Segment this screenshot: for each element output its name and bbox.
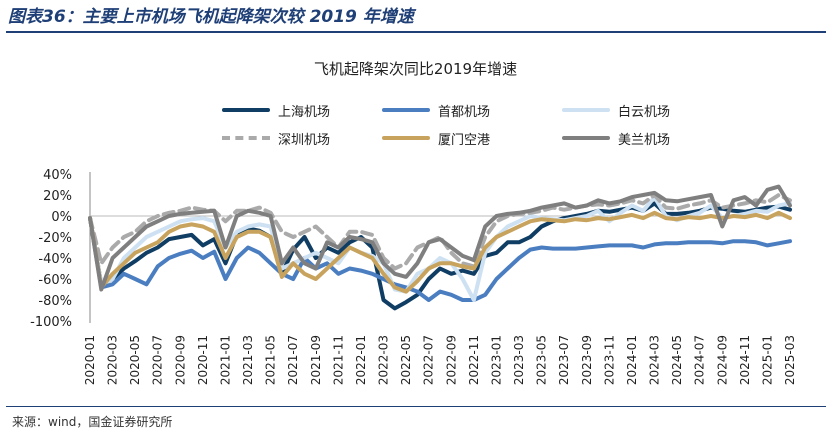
x-tick-label: 2024-03 [648,335,662,385]
series-line [88,201,792,311]
x-tick-label: 2022-05 [399,335,413,385]
y-tick-label: -100% [30,315,72,330]
x-tick-label: 2021-03 [241,335,255,385]
x-tick-label: 2023-07 [557,335,571,385]
legend-swatch [222,108,270,112]
legend-label: 深圳机场 [278,132,331,148]
y-tick-label: -40% [38,252,72,267]
x-tick-label: 2024-09 [715,335,729,385]
legend-label: 首都机场 [438,104,491,120]
x-tick-label: 2024-01 [625,335,639,385]
legend-label: 上海机场 [278,104,331,120]
series-line [88,210,792,294]
legend-swatch [562,136,610,140]
x-tick-label: 2023-09 [580,335,594,385]
chart-title: 飞机起降架次同比2019年增速 [313,60,518,78]
x-tick-label: 2021-01 [218,335,232,385]
title-rule [6,31,826,33]
x-tick-label: 2021-11 [331,335,345,385]
figure-title: 图表36：主要上市机场飞机起降架次较 2019 年增速 [8,7,414,27]
x-tick-label: 2020-05 [128,335,142,385]
bottom-rule [6,406,826,407]
legend-label: 美兰机场 [618,132,671,148]
y-tick-label: -80% [38,294,72,309]
x-tick-label: 2020-07 [151,335,165,385]
x-tick-label: 2025-01 [760,335,774,385]
x-tick-label: 2021-05 [264,335,278,385]
x-tick-label: 2021-07 [286,335,300,385]
y-tick-label: 0% [51,210,72,225]
x-tick-label: 2022-11 [467,335,481,385]
x-tick-label: 2023-03 [512,335,526,385]
x-tick-label: 2022-01 [354,335,368,385]
legend-item: 厦门空港 [382,128,490,148]
legend-swatch [382,108,430,112]
x-tick-label: 2024-05 [670,335,684,385]
x-tick-label: 2023-05 [535,335,549,385]
x-tick-label: 2020-01 [83,335,97,385]
x-tick-label: 2022-07 [422,335,436,385]
x-tick-label: 2020-09 [173,335,187,385]
x-tick-label: 2020-11 [196,335,210,385]
x-tick-label: 2024-07 [693,335,707,385]
y-tick-label: 20% [43,189,72,204]
x-tick-label: 2022-09 [444,335,458,385]
x-tick-label: 2020-03 [106,335,120,385]
y-tick-label: -60% [38,273,72,288]
series-line [88,216,792,302]
legend-item: 首都机场 [382,100,490,120]
source-note: 来源：wind，国金证券研究所 [12,415,173,429]
legend-item: 深圳机场 [222,128,330,148]
x-tick-label: 2021-09 [309,335,323,385]
x-tick-label: 2025-03 [783,335,797,385]
x-tick-label: 2023-11 [602,335,616,385]
y-tick-label: -20% [38,231,72,246]
x-tick-label: 2023-01 [489,335,503,385]
legend-item: 上海机场 [222,100,330,120]
legend-label: 厦门空港 [438,132,491,148]
legend-item: 美兰机场 [562,128,670,148]
legend-swatch [382,136,430,140]
legend-swatch [222,136,270,140]
legend-swatch [562,108,610,112]
x-tick-label: 2024-11 [738,335,752,385]
x-tick-label: 2022-03 [377,335,391,385]
y-tick-label: 40% [43,168,72,183]
series-line [88,184,792,292]
legend-label: 白云机场 [618,104,671,120]
legend-item: 白云机场 [562,100,670,120]
